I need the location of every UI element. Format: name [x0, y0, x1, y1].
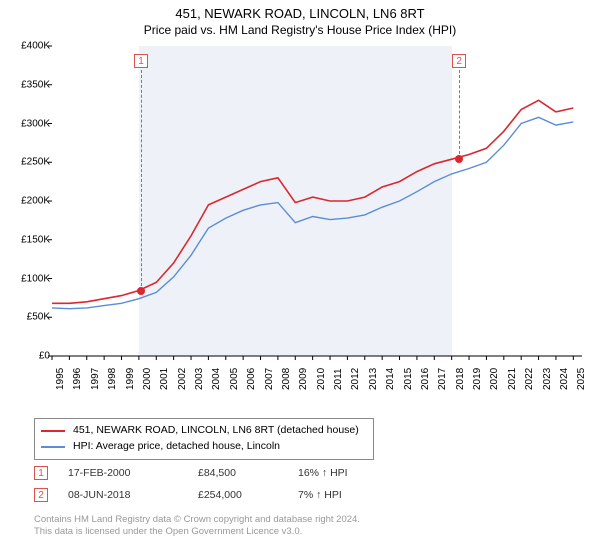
x-tick-label: 2001 — [159, 368, 170, 390]
x-tick-label: 2021 — [507, 368, 518, 390]
x-tick-label: 2009 — [298, 368, 309, 390]
x-tick-label: 2008 — [281, 368, 292, 390]
annotation-dot — [137, 287, 145, 295]
x-tick-label: 1999 — [125, 368, 136, 390]
x-tick-label: 1997 — [90, 368, 101, 390]
annotation-marker-box: 2 — [452, 54, 466, 68]
chart-area: £0£50K£100K£150K£200K£250K£300K£350K£400… — [10, 46, 590, 406]
x-tick-label: 2012 — [350, 368, 361, 390]
x-tick-label: 1996 — [72, 368, 83, 390]
y-tick-label: £0 — [10, 351, 50, 362]
chart-lines — [52, 46, 582, 356]
x-tick-label: 2004 — [211, 368, 222, 390]
footer-line: This data is licensed under the Open Gov… — [34, 526, 360, 538]
annotation-marker-1: 1 — [34, 466, 48, 480]
annotation-marker-box: 1 — [134, 54, 148, 68]
footer-attribution: Contains HM Land Registry data © Crown c… — [34, 514, 360, 539]
annotation-dashed-line — [459, 70, 460, 159]
annotation-date: 08-JUN-2018 — [68, 489, 178, 501]
y-tick-label: £150K — [10, 234, 50, 245]
x-tick-label: 2011 — [333, 368, 344, 390]
annotation-table: 1 17-FEB-2000 £84,500 16% ↑ HPI 2 08-JUN… — [34, 462, 388, 506]
annotation-dashed-line — [141, 70, 142, 291]
legend-label: 451, NEWARK ROAD, LINCOLN, LN6 8RT (deta… — [73, 423, 359, 439]
plot-area: 12 — [52, 46, 582, 356]
x-tick-label: 2005 — [229, 368, 240, 390]
x-tick-label: 2013 — [368, 368, 379, 390]
x-tick-label: 2017 — [437, 368, 448, 390]
x-tick-label: 2025 — [576, 368, 587, 390]
x-tick-label: 2020 — [489, 368, 500, 390]
legend-label: HPI: Average price, detached house, Linc… — [73, 439, 280, 455]
x-tick-label: 1998 — [107, 368, 118, 390]
annotation-dot — [455, 155, 463, 163]
annotation-marker-2: 2 — [34, 488, 48, 502]
x-tick-label: 2022 — [524, 368, 535, 390]
annotation-price: £254,000 — [198, 489, 278, 501]
legend-swatch — [41, 430, 65, 432]
y-tick-label: £400K — [10, 41, 50, 52]
x-tick-label: 2019 — [472, 368, 483, 390]
annotation-row: 1 17-FEB-2000 £84,500 16% ↑ HPI — [34, 462, 388, 484]
x-tick-label: 2018 — [455, 368, 466, 390]
footer-line: Contains HM Land Registry data © Crown c… — [34, 514, 360, 526]
x-tick-label: 2024 — [559, 368, 570, 390]
annotation-delta: 7% ↑ HPI — [298, 489, 388, 501]
legend-item-price-paid: 451, NEWARK ROAD, LINCOLN, LN6 8RT (deta… — [41, 423, 367, 439]
x-tick-label: 1995 — [55, 368, 66, 390]
x-tick-label: 2002 — [177, 368, 188, 390]
x-tick-label: 2014 — [385, 368, 396, 390]
x-tick-label: 2003 — [194, 368, 205, 390]
y-tick-label: £250K — [10, 157, 50, 168]
series-price_paid — [52, 100, 573, 303]
y-tick-label: £50K — [10, 312, 50, 323]
y-tick-label: £350K — [10, 79, 50, 90]
x-tick-label: 2010 — [316, 368, 327, 390]
annotation-price: £84,500 — [198, 467, 278, 479]
legend: 451, NEWARK ROAD, LINCOLN, LN6 8RT (deta… — [34, 418, 374, 460]
y-tick-label: £100K — [10, 273, 50, 284]
series-hpi — [52, 117, 573, 308]
x-tick-label: 2006 — [246, 368, 257, 390]
x-tick-label: 2016 — [420, 368, 431, 390]
annotation-row: 2 08-JUN-2018 £254,000 7% ↑ HPI — [34, 484, 388, 506]
page-subtitle: Price paid vs. HM Land Registry's House … — [0, 23, 600, 37]
x-tick-label: 2023 — [542, 368, 553, 390]
annotation-date: 17-FEB-2000 — [68, 467, 178, 479]
chart-container: 451, NEWARK ROAD, LINCOLN, LN6 8RT Price… — [0, 0, 600, 560]
legend-item-hpi: HPI: Average price, detached house, Linc… — [41, 439, 367, 455]
x-axis: 1995 1996 1997 1998 1999 2000 2001 2002 2003 2004… — [52, 360, 582, 406]
x-tick-label: 2000 — [142, 368, 153, 390]
page-title: 451, NEWARK ROAD, LINCOLN, LN6 8RT — [0, 0, 600, 21]
y-tick-label: £200K — [10, 196, 50, 207]
y-tick-label: £300K — [10, 118, 50, 129]
annotation-delta: 16% ↑ HPI — [298, 467, 388, 479]
legend-swatch — [41, 446, 65, 448]
x-tick-label: 2015 — [403, 368, 414, 390]
x-tick-label: 2007 — [264, 368, 275, 390]
y-axis: £0£50K£100K£150K£200K£250K£300K£350K£400… — [10, 46, 50, 356]
